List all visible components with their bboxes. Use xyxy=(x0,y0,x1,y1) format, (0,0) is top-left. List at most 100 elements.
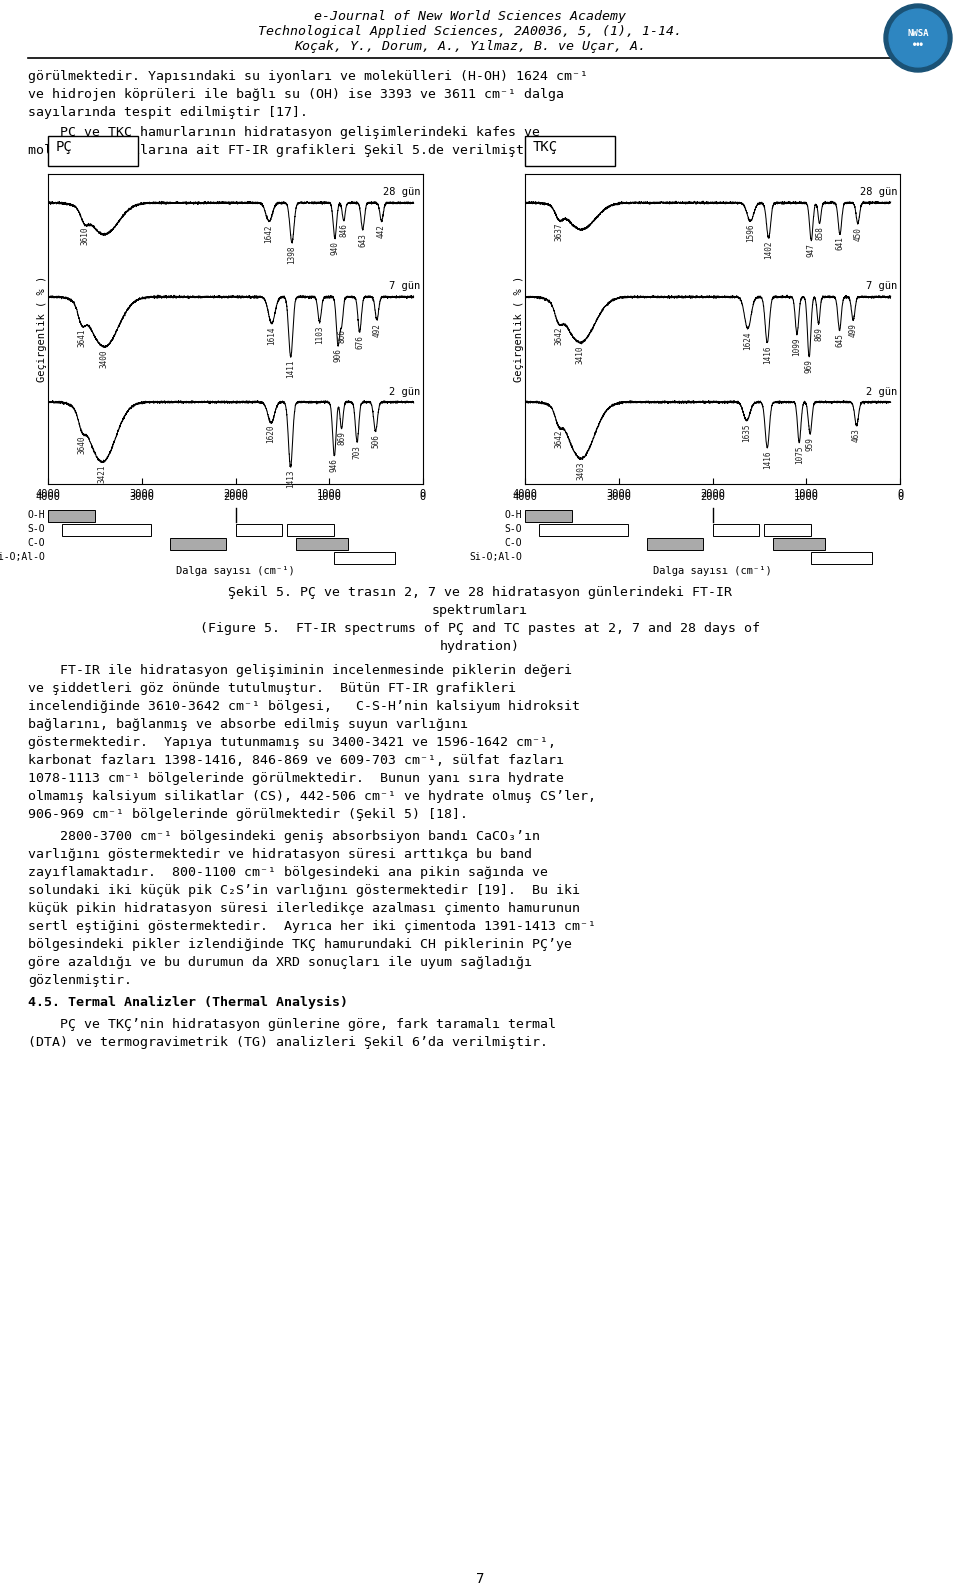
Text: karbonat fazları 1398-1416, 846-869 ve 609-703 cm⁻¹, sülfat fazları: karbonat fazları 1398-1416, 846-869 ve 6… xyxy=(28,754,564,767)
Text: PÇ ve TKÇ hamurlarının hidratasyon gelişimlerindeki kafes ve: PÇ ve TKÇ hamurlarının hidratasyon geliş… xyxy=(28,125,540,139)
Text: 28 gün: 28 gün xyxy=(860,187,898,197)
Text: spektrumları: spektrumları xyxy=(432,604,528,617)
Text: hydration): hydration) xyxy=(440,640,520,653)
Text: 3642: 3642 xyxy=(554,430,564,449)
Text: 676: 676 xyxy=(355,334,364,349)
Text: Dalga sayısı (cm⁻¹): Dalga sayısı (cm⁻¹) xyxy=(653,566,772,575)
Text: 946: 946 xyxy=(330,458,339,472)
Bar xyxy=(712,525,759,536)
Text: 3642: 3642 xyxy=(554,327,564,346)
Bar xyxy=(287,525,334,536)
Text: 1596: 1596 xyxy=(746,223,755,243)
Text: Dalga sayısı (cm⁻¹): Dalga sayısı (cm⁻¹) xyxy=(176,566,295,575)
Text: 866: 866 xyxy=(337,328,347,342)
Y-axis label: Geçirgenlik ( % ): Geçirgenlik ( % ) xyxy=(36,276,47,382)
Text: 0: 0 xyxy=(897,491,903,502)
Text: 1075: 1075 xyxy=(795,445,804,464)
Text: 969: 969 xyxy=(804,360,814,374)
Text: 1411: 1411 xyxy=(286,360,296,379)
Text: sayılarında tespit edilmiştir [17].: sayılarında tespit edilmiştir [17]. xyxy=(28,106,308,119)
Text: S-O: S-O xyxy=(28,525,45,534)
Bar xyxy=(334,552,395,564)
Text: 645: 645 xyxy=(835,333,844,347)
Text: 442: 442 xyxy=(377,225,386,238)
Text: 2800-3700 cm⁻¹ bölgesindeki geniş absorbsiyon bandı CaCO₃’ın: 2800-3700 cm⁻¹ bölgesindeki geniş absorb… xyxy=(28,831,540,843)
Text: FT-IR ile hidratasyon gelişiminin incelenmesinde piklerin değeri: FT-IR ile hidratasyon gelişiminin incele… xyxy=(28,664,572,677)
Text: göstermektedir.  Yapıya tutunmamış su 3400-3421 ve 1596-1642 cm⁻¹,: göstermektedir. Yapıya tutunmamış su 340… xyxy=(28,735,556,750)
Text: NWSA: NWSA xyxy=(907,29,928,38)
Text: 1416: 1416 xyxy=(763,346,772,365)
Bar xyxy=(525,510,572,521)
Bar xyxy=(48,510,95,521)
Text: bağlarını, bağlanmış ve absorbe edilmiş suyun varlığını: bağlarını, bağlanmış ve absorbe edilmiş … xyxy=(28,718,468,731)
Text: 463: 463 xyxy=(852,428,861,442)
Text: 906: 906 xyxy=(333,349,343,363)
Text: 846: 846 xyxy=(339,223,348,238)
Text: 1000: 1000 xyxy=(794,491,819,502)
Text: 3403: 3403 xyxy=(576,461,586,480)
Text: 1614: 1614 xyxy=(267,327,276,346)
Text: 3421: 3421 xyxy=(98,464,107,483)
Text: sertl eştiğini göstermektedir.  Ayrıca her iki çimentoda 1391-1413 cm⁻¹: sertl eştiğini göstermektedir. Ayrıca he… xyxy=(28,919,596,934)
Text: Technological Applied Sciences, 2A0036, 5, (1), 1-14.: Technological Applied Sciences, 2A0036, … xyxy=(258,25,682,38)
Text: 2000: 2000 xyxy=(700,491,725,502)
Bar xyxy=(764,525,811,536)
Text: 1624: 1624 xyxy=(743,331,753,350)
Text: 4.5. Termal Analizler (Thermal Analysis): 4.5. Termal Analizler (Thermal Analysis) xyxy=(28,995,348,1010)
Text: 7 gün: 7 gün xyxy=(389,282,420,292)
Bar xyxy=(811,552,872,564)
Text: 1103: 1103 xyxy=(315,327,324,344)
Text: Koçak, Y., Dorum, A., Yılmaz, B. ve Uçar, A.: Koçak, Y., Dorum, A., Yılmaz, B. ve Uçar… xyxy=(294,40,646,52)
Text: varlığını göstermektedir ve hidratasyon süresi arttıkça bu band: varlığını göstermektedir ve hidratasyon … xyxy=(28,848,532,861)
Text: küçük pikin hidratasyon süresi ilerledikçe azalması çimento hamurunun: küçük pikin hidratasyon süresi ilerledik… xyxy=(28,902,580,915)
Text: zayıflamaktadır.  800-1100 cm⁻¹ bölgesindeki ana pikin sağında ve: zayıflamaktadır. 800-1100 cm⁻¹ bölgesind… xyxy=(28,865,548,880)
Text: 1635: 1635 xyxy=(742,423,752,442)
Text: 869: 869 xyxy=(814,328,823,341)
Text: 703: 703 xyxy=(352,445,362,460)
Text: gözlenmiştir.: gözlenmiştir. xyxy=(28,975,132,987)
Bar xyxy=(48,136,138,166)
Text: göre azaldığı ve bu durumun da XRD sonuçları ile uyum sağladığı: göre azaldığı ve bu durumun da XRD sonuç… xyxy=(28,956,532,968)
Text: bölgesindeki pikler izlendiğinde TKÇ hamurundaki CH piklerinin PÇ’ye: bölgesindeki pikler izlendiğinde TKÇ ham… xyxy=(28,938,572,951)
Text: 2 gün: 2 gün xyxy=(389,387,420,396)
Bar xyxy=(774,537,825,550)
Text: Si-O;Al-O: Si-O;Al-O xyxy=(0,552,45,563)
Text: olmamış kalsiyum silikatlar (CS), 442-506 cm⁻¹ ve hydrate olmuş CS’ler,: olmamış kalsiyum silikatlar (CS), 442-50… xyxy=(28,789,596,804)
Text: 492: 492 xyxy=(372,323,381,336)
Text: 3000: 3000 xyxy=(607,491,632,502)
Text: 858: 858 xyxy=(815,227,824,241)
Text: e-Journal of New World Sciences Academy: e-Journal of New World Sciences Academy xyxy=(314,10,626,24)
Text: 1413: 1413 xyxy=(286,469,295,488)
Text: 499: 499 xyxy=(849,323,857,338)
Text: Şekil 5. PÇ ve trasın 2, 7 ve 28 hidratasyon günlerindeki FT-IR: Şekil 5. PÇ ve trasın 2, 7 ve 28 hidrata… xyxy=(228,586,732,599)
Bar xyxy=(647,537,703,550)
Text: Si-O;Al-O: Si-O;Al-O xyxy=(469,552,522,563)
Circle shape xyxy=(884,5,952,71)
Text: ve şiddetleri göz önünde tutulmuştur.  Bütün FT-IR grafikleri: ve şiddetleri göz önünde tutulmuştur. Bü… xyxy=(28,682,516,694)
Text: solundaki iki küçük pik C₂S’in varlığını göstermektedir [19].  Bu iki: solundaki iki küçük pik C₂S’in varlığını… xyxy=(28,884,580,897)
Y-axis label: Geçirgenlik ( % ): Geçirgenlik ( % ) xyxy=(514,276,523,382)
Text: 1416: 1416 xyxy=(763,450,772,469)
Text: 3640: 3640 xyxy=(77,436,86,453)
Text: C-O: C-O xyxy=(504,537,522,548)
Text: 906-969 cm⁻¹ bölgelerinde görülmektedir (Şekil 5) [18].: 906-969 cm⁻¹ bölgelerinde görülmektedir … xyxy=(28,808,468,821)
Text: (DTA) ve termogravimetrik (TG) analizleri Şekil 6’da verilmiştir.: (DTA) ve termogravimetrik (TG) analizler… xyxy=(28,1037,548,1049)
Text: C-O: C-O xyxy=(28,537,45,548)
Text: 3610: 3610 xyxy=(80,227,89,246)
Text: PÇ ve TKÇ’nin hidratasyon günlerine göre, fark taramalı termal: PÇ ve TKÇ’nin hidratasyon günlerine göre… xyxy=(28,1018,556,1030)
Bar xyxy=(540,525,628,536)
Text: 947: 947 xyxy=(806,243,816,257)
Text: 1078-1113 cm⁻¹ bölgelerinde görülmektedir.  Bunun yanı sıra hydrate: 1078-1113 cm⁻¹ bölgelerinde görülmektedi… xyxy=(28,772,564,785)
Text: (Figure 5.  FT-IR spectrums of PÇ and TC pastes at 2, 7 and 28 days of: (Figure 5. FT-IR spectrums of PÇ and TC … xyxy=(200,621,760,636)
Text: 643: 643 xyxy=(358,233,368,247)
Bar xyxy=(235,525,282,536)
Text: O-H: O-H xyxy=(504,510,522,520)
Text: 1099: 1099 xyxy=(792,338,802,357)
Text: 7 gün: 7 gün xyxy=(866,282,898,292)
Text: O-H: O-H xyxy=(28,510,45,520)
Text: PÇ: PÇ xyxy=(56,139,73,154)
Text: 3000: 3000 xyxy=(130,491,155,502)
Text: 1402: 1402 xyxy=(764,241,773,258)
Text: moleküler yapılarına ait FT-IR grafikleri Şekil 5.de verilmiştir.: moleküler yapılarına ait FT-IR grafikler… xyxy=(28,144,548,157)
Text: 1620: 1620 xyxy=(267,425,276,444)
